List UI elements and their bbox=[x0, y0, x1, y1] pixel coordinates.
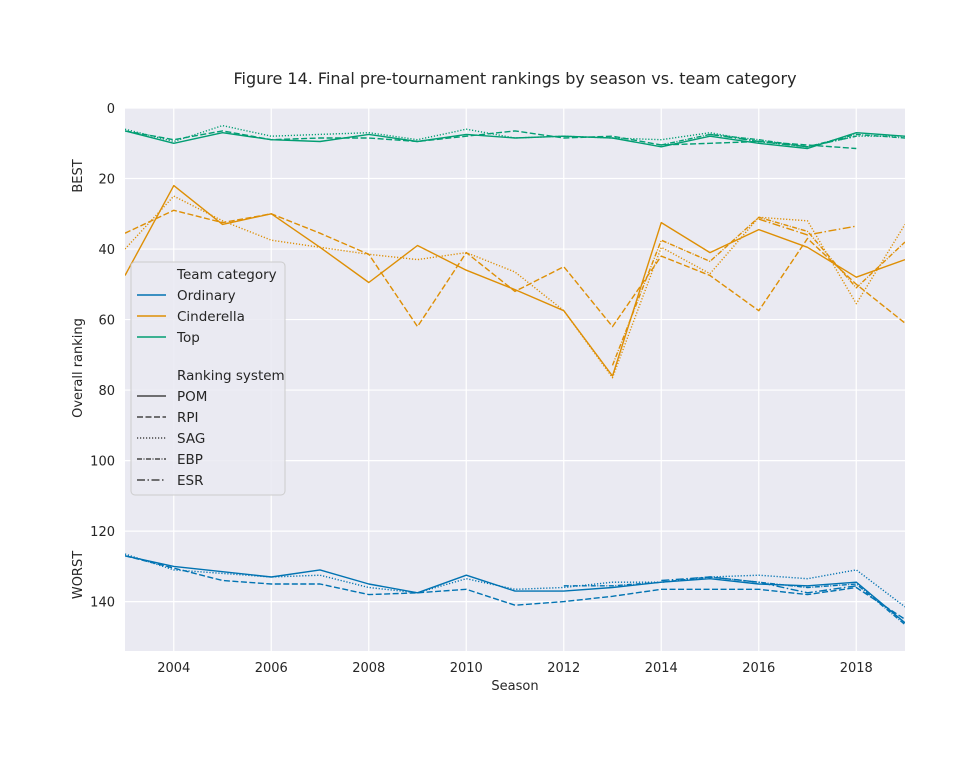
y-tick-label: 100 bbox=[90, 455, 115, 470]
x-tick-label: 2010 bbox=[450, 661, 483, 676]
x-tick-label: 2014 bbox=[645, 661, 678, 676]
legend-label: Ordinary bbox=[177, 288, 236, 304]
y-tick-label: 60 bbox=[98, 314, 115, 329]
series-line-top-esr bbox=[709, 133, 857, 148]
x-tick-label: 2008 bbox=[352, 661, 385, 676]
series-line-cinderella-ebp bbox=[611, 216, 905, 366]
y-tick-label: 20 bbox=[98, 173, 115, 188]
legend-label: EBP bbox=[177, 452, 203, 468]
legend-label: RPI bbox=[177, 410, 199, 426]
series-line-top-ebp bbox=[661, 133, 905, 148]
y-tick-label: 80 bbox=[98, 384, 115, 399]
series-line-ordinary-rpi bbox=[125, 555, 905, 620]
chart-title: Figure 14. Final pre-tournament rankings… bbox=[233, 69, 796, 88]
legend-label: Cinderella bbox=[177, 309, 245, 325]
x-tick-label: 2004 bbox=[157, 661, 190, 676]
y-tick-label: 120 bbox=[90, 525, 115, 540]
series-line-cinderella-sag bbox=[125, 195, 905, 379]
grid bbox=[125, 107, 905, 651]
series-line-ordinary-esr bbox=[661, 576, 857, 594]
y-axis-label-worst: WORST bbox=[71, 551, 86, 599]
x-tick-label: 2006 bbox=[255, 661, 288, 676]
x-axis-label: Season bbox=[491, 679, 538, 694]
series-line-cinderella-esr bbox=[758, 218, 857, 236]
legend-label: Top bbox=[176, 330, 200, 346]
x-tick-label: 2012 bbox=[547, 661, 580, 676]
y-tick-labels: 0 20 40 60 80 100 120 140 bbox=[90, 102, 115, 611]
legend-label: SAG bbox=[177, 431, 205, 447]
y-tick-label: 0 bbox=[107, 102, 115, 117]
x-tick-label: 2018 bbox=[840, 661, 873, 676]
legend-title-ranking-system: Ranking system bbox=[177, 368, 285, 384]
legend-box bbox=[130, 261, 286, 496]
y-tick-label: 40 bbox=[98, 243, 115, 258]
legend-label: POM bbox=[177, 389, 207, 405]
y-tick-label: 140 bbox=[90, 596, 115, 611]
legend-label: ESR bbox=[177, 473, 203, 489]
series-lines bbox=[125, 124, 905, 626]
series-line-cinderella-rpi bbox=[125, 209, 905, 328]
x-tick-labels: 2004 2006 2008 2010 2012 2014 2016 2018 bbox=[157, 661, 873, 676]
y-axis-label: Overall ranking bbox=[71, 318, 86, 418]
series-line-ordinary-sag bbox=[125, 553, 905, 608]
x-tick-label: 2016 bbox=[742, 661, 775, 676]
legend-title-team-category: Team category bbox=[176, 267, 277, 283]
y-axis-label-best: BEST bbox=[71, 159, 86, 192]
legend: Team category Ordinary Cinderella Top Rankin… bbox=[130, 261, 286, 496]
